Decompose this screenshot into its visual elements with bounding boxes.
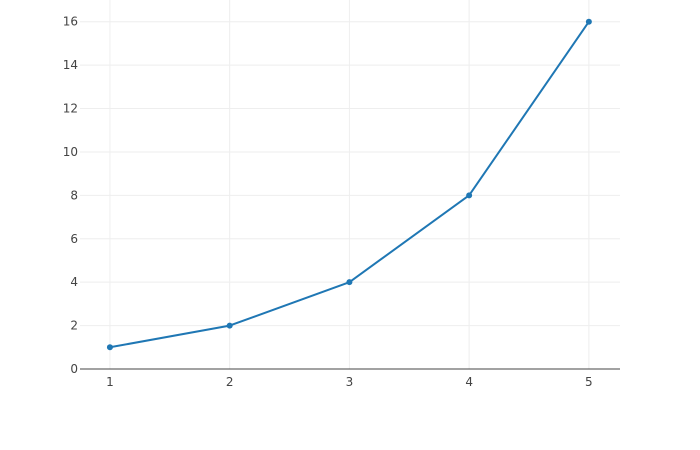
data-point [106,344,113,351]
y-tick-label: 0 [70,362,78,376]
y-tick-label: 12 [63,102,78,116]
x-tick-label: 1 [106,375,114,389]
x-tick-label: 3 [346,375,354,389]
y-tick-label: 10 [63,145,78,159]
x-tick-label: 4 [465,375,473,389]
y-tick-label: 4 [70,275,78,289]
data-point [346,279,353,286]
data-point [466,192,473,199]
x-tick-label: 5 [585,375,593,389]
data-point [226,322,233,329]
x-tick-label: 2 [226,375,234,389]
y-tick-label: 2 [70,319,78,333]
series [106,18,592,351]
y-tick-label: 14 [63,58,78,72]
y-tick-label: 6 [70,232,78,246]
y-tick-label: 8 [70,188,78,202]
data-point [585,18,592,25]
y-tick-label: 16 [63,15,78,29]
grid [80,0,620,369]
